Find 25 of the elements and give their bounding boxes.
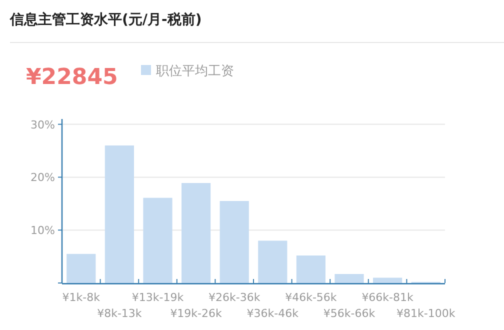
bar (258, 240, 288, 283)
bar (296, 255, 326, 283)
bar (334, 274, 364, 283)
bar (143, 198, 172, 283)
bar (104, 145, 134, 283)
x-tick-label: ¥81k-100k (396, 307, 456, 320)
x-tick-label: ¥19k-26k (170, 307, 223, 320)
x-tick-label: ¥1k-8k (62, 291, 101, 304)
chart-title: 信息主管工资水平(元/月-税前) (9, 11, 202, 28)
x-tick-label: ¥36k-46k (246, 307, 300, 320)
y-tick-label: 30% (30, 118, 55, 132)
x-tick-label: ¥46k-56k (285, 291, 338, 304)
bar (66, 254, 96, 283)
x-tick-label: ¥26k-36k (208, 291, 261, 304)
y-tick-label: 20% (30, 171, 55, 184)
x-tick-label: ¥8k-13k (97, 307, 142, 320)
x-tick-label: ¥13k-19k (132, 291, 184, 304)
x-tick-label: ¥66k-81k (362, 291, 414, 304)
legend-label: 职位平均工资 (156, 64, 234, 79)
bar (372, 278, 402, 283)
x-tick-label: ¥56k-66k (323, 307, 376, 320)
bar (220, 201, 249, 283)
bar (181, 183, 211, 283)
y-tick-label: 10% (30, 224, 55, 238)
text: ¥22845 (26, 65, 118, 90)
